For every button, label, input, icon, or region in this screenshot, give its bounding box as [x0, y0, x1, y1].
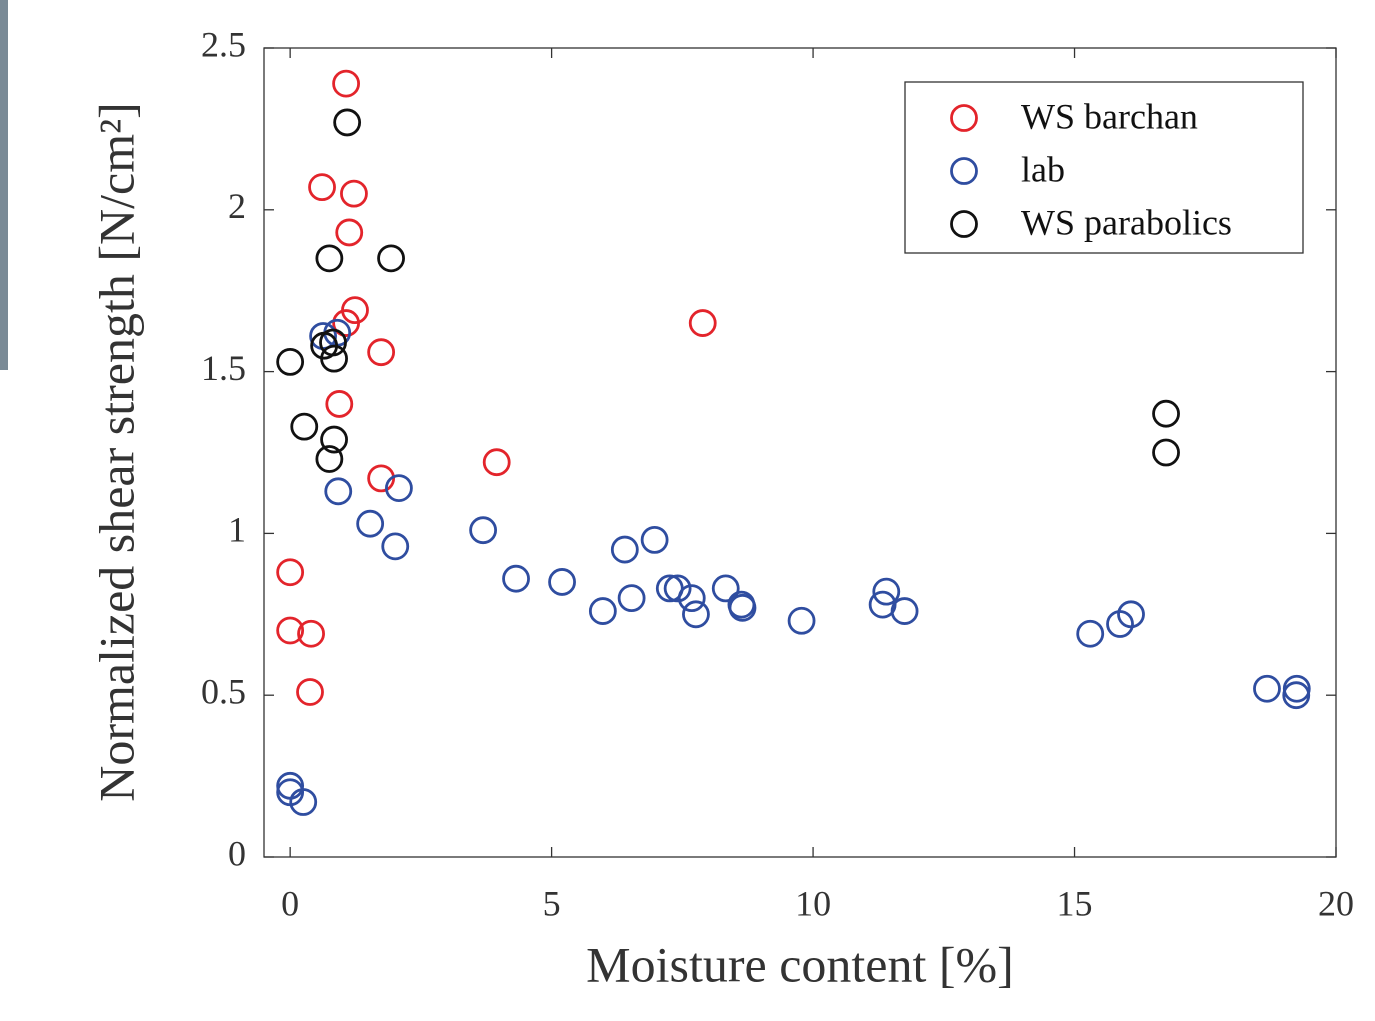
point [688, 309, 717, 337]
point [320, 425, 348, 454]
point [356, 509, 385, 538]
point [1253, 674, 1281, 703]
point [377, 244, 405, 273]
point [325, 390, 354, 418]
x-tick-label: 5 [543, 883, 561, 923]
photo-edge [0, 0, 8, 370]
legend-box [904, 81, 1304, 254]
point [1152, 399, 1180, 428]
point [640, 525, 669, 554]
point [588, 597, 617, 625]
point [319, 328, 347, 357]
y-axis-label: Normalized shear strength [N/cm²] [88, 102, 144, 801]
point [677, 584, 706, 613]
point [290, 412, 319, 441]
point [872, 577, 901, 606]
y-tick-label: 1 [228, 510, 246, 550]
point [682, 600, 710, 629]
point [469, 516, 498, 545]
y-tick-label: 0 [228, 833, 246, 873]
point [1282, 681, 1311, 710]
point [324, 477, 353, 506]
point [381, 532, 410, 561]
plot-frame [263, 47, 1337, 858]
point [340, 179, 368, 208]
point [276, 558, 305, 587]
point [315, 445, 344, 473]
point [289, 788, 318, 816]
point [890, 597, 919, 625]
point [1106, 610, 1134, 638]
point [276, 347, 305, 376]
x-tick-label: 15 [1057, 883, 1093, 923]
x-tick-label: 20 [1318, 883, 1354, 923]
legend-marker [950, 157, 978, 185]
point [663, 574, 692, 603]
point [297, 619, 325, 648]
point [296, 678, 324, 706]
point [1076, 619, 1105, 648]
y-tick-label: 1.5 [201, 348, 246, 388]
point [617, 584, 646, 613]
legend-label: lab [1021, 149, 1065, 189]
y-tick-label: 2 [228, 186, 246, 226]
point [1117, 600, 1145, 629]
legend-marker [950, 104, 978, 132]
point [482, 448, 511, 477]
point [332, 69, 360, 98]
point [711, 574, 740, 603]
point [1152, 438, 1180, 467]
point [610, 535, 639, 564]
x-tick-label: 10 [795, 883, 831, 923]
point [315, 244, 344, 273]
legend-label: WS parabolics [1021, 202, 1232, 242]
point [385, 474, 413, 502]
point [276, 616, 305, 645]
point [320, 344, 348, 373]
point [502, 564, 530, 593]
point [787, 606, 816, 635]
point [276, 771, 305, 800]
point [332, 309, 360, 337]
point [548, 568, 576, 596]
point [367, 464, 396, 493]
point [335, 218, 364, 247]
point [308, 173, 336, 202]
x-axis-label: Moisture content [%] [586, 936, 1014, 992]
y-tick-label: 0.5 [201, 671, 246, 711]
x-tick-label: 0 [281, 883, 299, 923]
y-tick-label: 2.5 [201, 24, 246, 64]
legend-marker [950, 210, 978, 238]
point [367, 338, 396, 367]
point [728, 593, 757, 622]
legend-label: WS barchan [1021, 96, 1198, 136]
point [333, 108, 362, 137]
